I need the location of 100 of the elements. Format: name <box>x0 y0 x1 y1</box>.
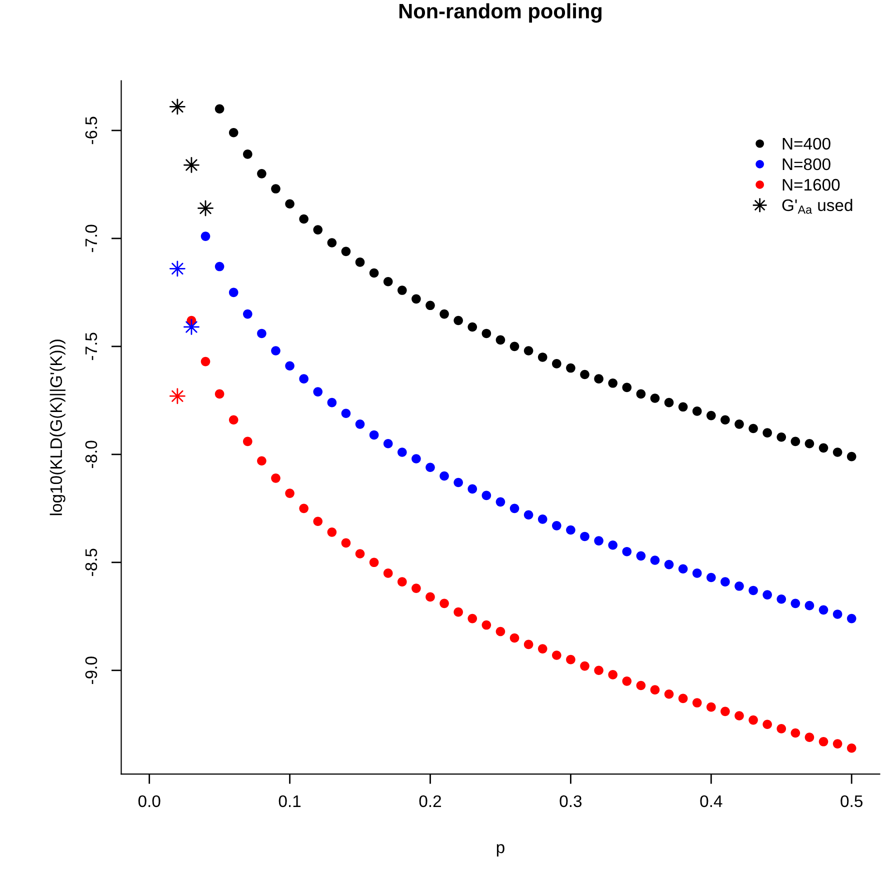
point <box>257 456 266 466</box>
point <box>482 620 492 630</box>
point <box>776 432 786 442</box>
point <box>169 260 186 277</box>
point <box>285 199 294 209</box>
point <box>566 525 576 535</box>
point <box>468 484 478 494</box>
point <box>228 288 238 298</box>
point <box>692 568 702 578</box>
x-tick-label: 0.1 <box>278 795 301 808</box>
point <box>285 361 294 371</box>
point <box>664 689 674 699</box>
point <box>748 586 758 596</box>
y-tick-label: -9.0 <box>85 656 98 684</box>
point <box>482 490 492 500</box>
point <box>369 558 379 568</box>
point <box>327 528 337 537</box>
legend-label: N=800 <box>782 158 830 170</box>
point <box>608 540 618 550</box>
legend-label: N=400 <box>782 138 830 150</box>
point <box>846 743 856 753</box>
point <box>720 577 730 586</box>
point <box>650 685 660 694</box>
x-tick-label: 0.2 <box>419 795 441 808</box>
point <box>524 346 534 356</box>
point <box>748 424 758 434</box>
point <box>678 402 688 412</box>
point <box>552 650 562 660</box>
point <box>580 532 590 542</box>
point <box>552 521 562 530</box>
point <box>762 590 772 600</box>
point <box>692 406 702 416</box>
point <box>412 454 421 464</box>
point <box>341 246 351 256</box>
point <box>242 436 252 446</box>
point <box>594 666 604 676</box>
point <box>355 549 365 558</box>
point <box>734 711 744 720</box>
point <box>678 564 688 574</box>
point <box>412 584 421 593</box>
point <box>608 670 618 680</box>
point <box>355 420 365 429</box>
point <box>510 633 520 643</box>
point <box>214 389 224 399</box>
point <box>214 262 224 272</box>
point <box>720 415 730 425</box>
point <box>412 294 421 304</box>
point <box>169 388 186 404</box>
point <box>846 614 856 624</box>
point <box>397 577 407 586</box>
point <box>762 428 772 438</box>
point <box>580 370 590 380</box>
point <box>636 551 646 561</box>
point <box>496 626 506 636</box>
point <box>341 408 351 418</box>
point <box>650 394 660 403</box>
point <box>538 644 548 654</box>
point <box>720 706 730 716</box>
point <box>383 276 393 286</box>
point <box>510 342 520 352</box>
point <box>200 356 210 366</box>
point <box>706 702 716 712</box>
point <box>818 736 828 746</box>
point <box>468 322 478 332</box>
point <box>454 478 463 488</box>
point <box>748 715 758 725</box>
point <box>369 268 379 278</box>
point <box>257 328 266 338</box>
point <box>566 363 576 373</box>
point <box>440 471 449 481</box>
point <box>454 316 463 326</box>
point <box>383 568 393 578</box>
point <box>496 335 506 345</box>
y-tick-label: -7.5 <box>85 332 98 360</box>
point <box>271 346 280 356</box>
point <box>426 462 435 472</box>
point <box>692 698 702 708</box>
y-axis-title: log10(KLD(G(K)||G'(K))) <box>50 340 66 516</box>
point <box>804 732 814 742</box>
point <box>552 359 562 368</box>
point <box>678 694 688 704</box>
point <box>369 430 379 440</box>
point <box>355 258 365 267</box>
point <box>426 592 435 602</box>
point <box>664 560 674 570</box>
point <box>636 389 646 399</box>
point <box>580 661 590 671</box>
point <box>622 546 632 556</box>
point <box>468 614 478 624</box>
point <box>846 452 856 462</box>
y-tick-label: -6.5 <box>85 116 98 144</box>
point <box>426 300 435 310</box>
point <box>383 438 393 448</box>
point <box>397 448 407 457</box>
point <box>271 184 280 194</box>
point <box>818 605 828 615</box>
point <box>734 420 744 429</box>
point <box>832 448 842 457</box>
point <box>214 104 224 114</box>
point <box>198 200 214 216</box>
